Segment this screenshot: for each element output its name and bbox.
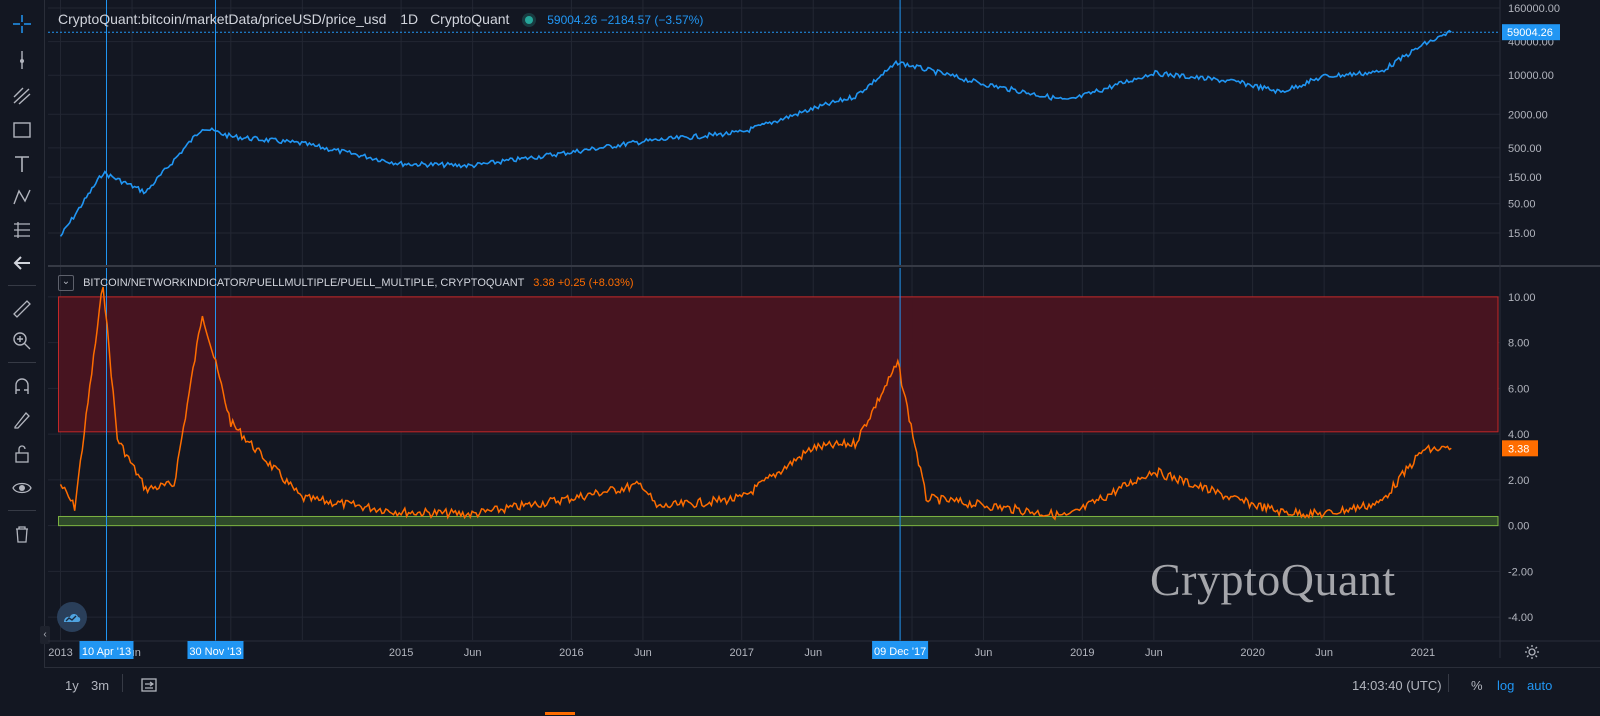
crosshair-icon[interactable] — [9, 11, 35, 37]
status-dot-icon — [525, 16, 534, 24]
puell-axis-tick: 6.00 — [1508, 383, 1529, 395]
price-axis-tick: 2000.00 — [1508, 109, 1548, 121]
toolbar-divider — [8, 285, 36, 286]
puell-axis-tick: 4.00 — [1508, 429, 1529, 441]
watermark-logo: CryptoQuant — [1150, 554, 1396, 605]
puell-axis-tick: 0.00 — [1508, 521, 1529, 533]
indicator-values: 3.38 +0.25 (+8.03%) — [533, 276, 634, 289]
time-axis-label: Jun — [634, 647, 652, 659]
log-scale-button[interactable]: log — [1497, 678, 1515, 693]
time-marker-tag — [79, 641, 134, 659]
back-arrow-icon[interactable] — [9, 250, 35, 276]
trash-icon[interactable] — [9, 521, 35, 547]
unlock-icon[interactable] — [9, 441, 35, 467]
settings-gear-icon[interactable] — [1524, 644, 1540, 665]
time-axis-label: 2016 — [559, 647, 583, 659]
time-axis-label: 2020 — [1240, 647, 1264, 659]
text-icon[interactable] — [9, 151, 35, 177]
time-axis-label: 2019 — [1070, 647, 1094, 659]
bottom-divider — [122, 674, 123, 692]
price-axis-tick: 160000.00 — [1508, 3, 1560, 15]
pattern-icon[interactable] — [9, 184, 35, 210]
time-marker-label: 09 Dec '17 — [874, 646, 926, 658]
time-marker-label: 30 Nov '13 — [189, 646, 241, 658]
time-axis-label: Jun — [975, 647, 993, 659]
time-marker-tag — [872, 641, 929, 659]
time-axis-label: Jun — [1145, 647, 1163, 659]
zoom-in-icon[interactable] — [9, 328, 35, 354]
time-axis-label: 2015 — [389, 647, 413, 659]
ruler-icon[interactable] — [9, 296, 35, 322]
date-range-icon[interactable] — [140, 677, 158, 696]
clock-label[interactable]: 14:03:40 (UTC) — [1352, 678, 1442, 693]
eye-icon[interactable] — [9, 475, 35, 501]
price-axis-tick: 150.00 — [1508, 172, 1542, 184]
puell-axis-tick: 8.00 — [1508, 338, 1529, 350]
symbol-name[interactable]: CryptoQuant:bitcoin/marketData/priceUSD/… — [58, 11, 387, 27]
chart-canvas[interactable]: 15.0050.00150.00500.002000.0010000.00400… — [48, 0, 1600, 667]
price-axis-tick: 500.00 — [1508, 143, 1542, 155]
puell-axis-tick: 2.00 — [1508, 475, 1529, 487]
last-price-label: 59004.26 — [1507, 27, 1553, 39]
time-axis-label: 2021 — [1411, 647, 1435, 659]
time-axis-label: 2013 — [48, 647, 72, 659]
bottom-toolbar: 1y 3m 14:03:40 (UTC) % log auto — [44, 667, 1600, 716]
indicator-legend: ⌄ BITCOIN/NETWORKINDICATOR/PUELLMULTIPLE… — [58, 275, 634, 291]
time-axis-label: Jun — [464, 647, 482, 659]
range-1y-button[interactable]: 1y — [65, 678, 79, 693]
time-axis-label: 2017 — [729, 647, 753, 659]
cryptoquant-logo-icon[interactable] — [57, 602, 87, 632]
chevron-down-icon[interactable]: ⌄ — [58, 275, 74, 291]
price-axis-tick: 50.00 — [1508, 199, 1536, 211]
percent-scale-button[interactable]: % — [1471, 678, 1483, 693]
toolbar-divider — [8, 510, 36, 511]
puell-axis-tick: 10.00 — [1508, 292, 1536, 304]
last-puell-tag — [1502, 440, 1538, 457]
price-values: 59004.26 −2184.57 (−3.57%) — [547, 13, 704, 27]
bottom-divider — [1448, 674, 1449, 692]
interval-label: 1D — [400, 11, 419, 27]
main-series-legend: CryptoQuant:bitcoin/marketData/priceUSD/… — [58, 11, 703, 27]
range-3m-button[interactable]: 3m — [91, 678, 110, 693]
time-axis-label: Jun — [1315, 647, 1333, 659]
auto-scale-button[interactable]: auto — [1527, 678, 1553, 693]
trend-line-icon[interactable] — [9, 47, 35, 73]
forecast-icon[interactable] — [9, 217, 35, 243]
overvalued-zone — [58, 296, 1499, 433]
magnet-icon[interactable] — [9, 373, 35, 399]
source-label: CryptoQuant — [430, 11, 510, 27]
last-price-tag — [1502, 24, 1560, 41]
price-axis-tick: 15.00 — [1508, 228, 1536, 240]
time-axis-label: Jun — [804, 647, 822, 659]
indicator-title[interactable]: BITCOIN/NETWORKINDICATOR/PUELLMULTIPLE/P… — [83, 276, 525, 289]
undervalued-zone — [58, 515, 1499, 527]
toolbar-divider — [8, 362, 36, 363]
rectangle-icon[interactable] — [9, 117, 35, 143]
puell-axis-tick: -2.00 — [1508, 566, 1533, 578]
price-axis-tick: 10000.00 — [1508, 70, 1554, 82]
time-marker-label: 10 Apr '13 — [82, 646, 131, 658]
fib-icon[interactable] — [9, 83, 35, 109]
lock-pencil-icon[interactable] — [9, 407, 35, 433]
time-marker-tag — [187, 641, 244, 659]
drawing-toolbar — [0, 0, 45, 715]
collapse-toolbar-button[interactable]: ‹ — [40, 626, 50, 644]
scroll-indicator — [545, 712, 575, 715]
puell-series-line[interactable] — [59, 286, 1452, 521]
puell-axis-tick: -4.00 — [1508, 612, 1533, 624]
price-series-line[interactable] — [59, 29, 1452, 237]
last-puell-label: 3.38 — [1508, 443, 1529, 455]
